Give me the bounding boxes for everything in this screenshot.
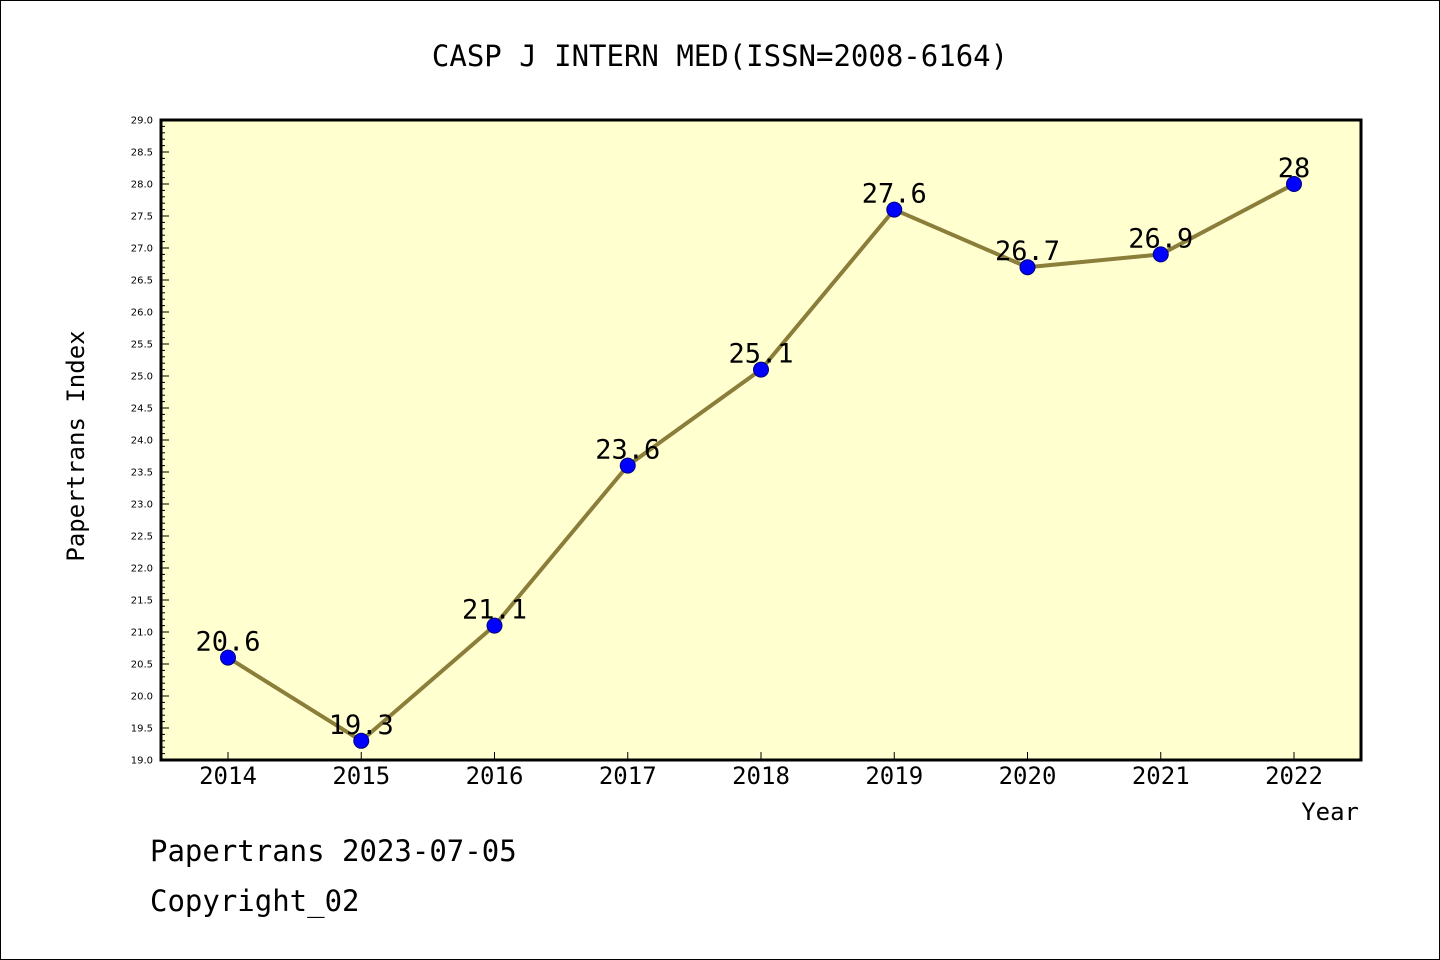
y-tick-label: 27.5	[131, 212, 153, 223]
y-tick-label: 22.5	[131, 532, 153, 543]
data-label: 28	[1278, 153, 1311, 184]
data-point	[886, 201, 903, 218]
data-label: 19.3	[329, 710, 394, 741]
plot-area	[161, 120, 1361, 760]
x-tick-label: 2016	[466, 762, 524, 790]
y-tick-label: 24.0	[131, 436, 153, 447]
y-tick-label: 20.0	[131, 692, 153, 703]
data-point	[1152, 246, 1169, 263]
y-tick-label: 29.0	[131, 116, 153, 127]
y-tick-label: 19.5	[131, 724, 153, 735]
y-tick-label: 25.5	[131, 340, 153, 351]
chart-title: CASP J INTERN MED(ISSN=2008-6164)	[432, 39, 1008, 73]
data-label: 26.7	[995, 236, 1060, 267]
y-tick-label: 21.5	[131, 596, 153, 607]
footer-copyright-text: Copyright_02	[150, 884, 360, 918]
footer-date-text: Papertrans 2023-07-05	[150, 834, 517, 868]
data-point	[1019, 259, 1036, 276]
data-point	[619, 457, 636, 474]
y-tick-label: 22.0	[131, 564, 153, 575]
data-point	[220, 649, 236, 666]
data-label: 27.6	[862, 179, 927, 210]
x-tick-label: 2017	[599, 762, 657, 790]
x-tick-label: 2022	[1265, 762, 1323, 790]
plot-border	[159, 118, 1363, 762]
y-tick-label: 26.0	[131, 308, 153, 319]
x-tick-label: 2021	[1132, 762, 1190, 790]
data-label: 20.6	[195, 627, 260, 658]
y-tick-label: 25.0	[131, 372, 153, 383]
y-tick-label: 27.0	[131, 244, 153, 255]
y-tick-label: 24.5	[131, 404, 153, 415]
data-point	[1286, 176, 1302, 192]
x-tick-label: 2019	[865, 762, 923, 790]
data-point	[486, 617, 503, 634]
x-tick-label: 2020	[999, 762, 1057, 790]
data-label: 21.1	[462, 595, 527, 626]
y-tick-label: 19.0	[131, 756, 153, 767]
y-axis-label: Papertrans Index	[62, 330, 90, 561]
y-tick-label: 28.0	[131, 180, 153, 191]
y-tick-label: 28.5	[131, 148, 153, 159]
data-label: 23.6	[595, 435, 660, 466]
data-point	[353, 732, 370, 749]
x-tick-label: 2014	[199, 762, 257, 790]
data-label: 26.9	[1128, 223, 1193, 254]
y-tick-label: 20.5	[131, 660, 153, 671]
y-tick-label: 21.0	[131, 628, 153, 639]
data-label: 25.1	[728, 339, 793, 370]
data-point	[753, 361, 769, 378]
y-tick-label: 26.5	[131, 276, 153, 287]
x-axis-label: Year	[1301, 798, 1359, 826]
x-tick-label: 2015	[332, 762, 390, 790]
y-tick-label: 23.5	[131, 468, 153, 479]
x-tick-label: 2018	[732, 762, 790, 790]
y-tick-label: 23.0	[131, 500, 153, 511]
